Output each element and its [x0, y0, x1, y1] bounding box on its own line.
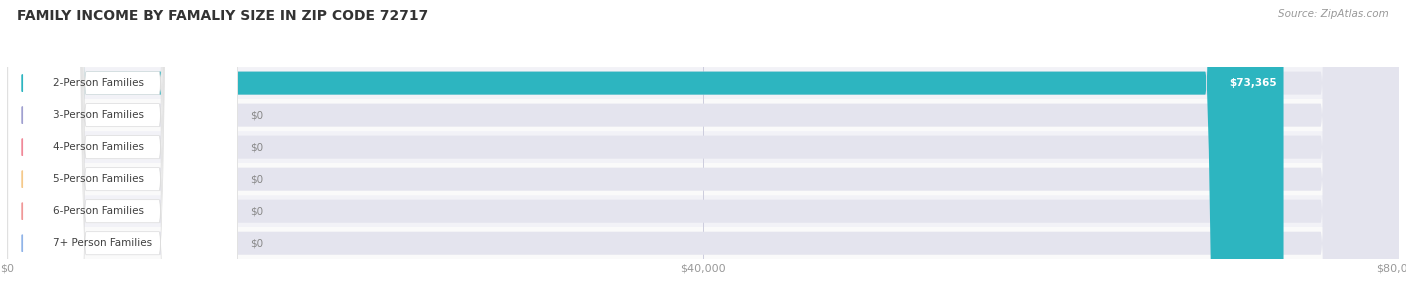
FancyBboxPatch shape [8, 0, 1399, 305]
FancyBboxPatch shape [7, 99, 1399, 131]
FancyBboxPatch shape [8, 0, 238, 305]
FancyBboxPatch shape [8, 0, 1399, 305]
FancyBboxPatch shape [8, 0, 1399, 305]
FancyBboxPatch shape [7, 163, 1399, 195]
Text: 6-Person Families: 6-Person Families [53, 206, 143, 216]
FancyBboxPatch shape [8, 0, 1399, 305]
Text: $0: $0 [250, 238, 264, 248]
FancyBboxPatch shape [8, 0, 238, 305]
Text: $0: $0 [250, 206, 264, 216]
FancyBboxPatch shape [8, 0, 238, 305]
FancyBboxPatch shape [8, 0, 1284, 305]
FancyBboxPatch shape [7, 67, 1399, 99]
FancyBboxPatch shape [7, 131, 1399, 163]
FancyBboxPatch shape [8, 0, 238, 305]
Text: $0: $0 [250, 142, 264, 152]
Text: 5-Person Families: 5-Person Families [53, 174, 143, 184]
Text: $73,365: $73,365 [1229, 78, 1277, 88]
Text: 7+ Person Families: 7+ Person Families [53, 238, 152, 248]
FancyBboxPatch shape [7, 195, 1399, 227]
FancyBboxPatch shape [8, 0, 1399, 305]
Text: $0: $0 [250, 110, 264, 120]
Text: 2-Person Families: 2-Person Families [53, 78, 143, 88]
FancyBboxPatch shape [8, 0, 238, 305]
FancyBboxPatch shape [8, 0, 238, 305]
FancyBboxPatch shape [7, 227, 1399, 259]
Text: $0: $0 [250, 174, 264, 184]
Text: 4-Person Families: 4-Person Families [53, 142, 143, 152]
Text: Source: ZipAtlas.com: Source: ZipAtlas.com [1278, 9, 1389, 19]
FancyBboxPatch shape [8, 0, 1399, 305]
Text: FAMILY INCOME BY FAMALIY SIZE IN ZIP CODE 72717: FAMILY INCOME BY FAMALIY SIZE IN ZIP COD… [17, 9, 427, 23]
Text: 3-Person Families: 3-Person Families [53, 110, 143, 120]
